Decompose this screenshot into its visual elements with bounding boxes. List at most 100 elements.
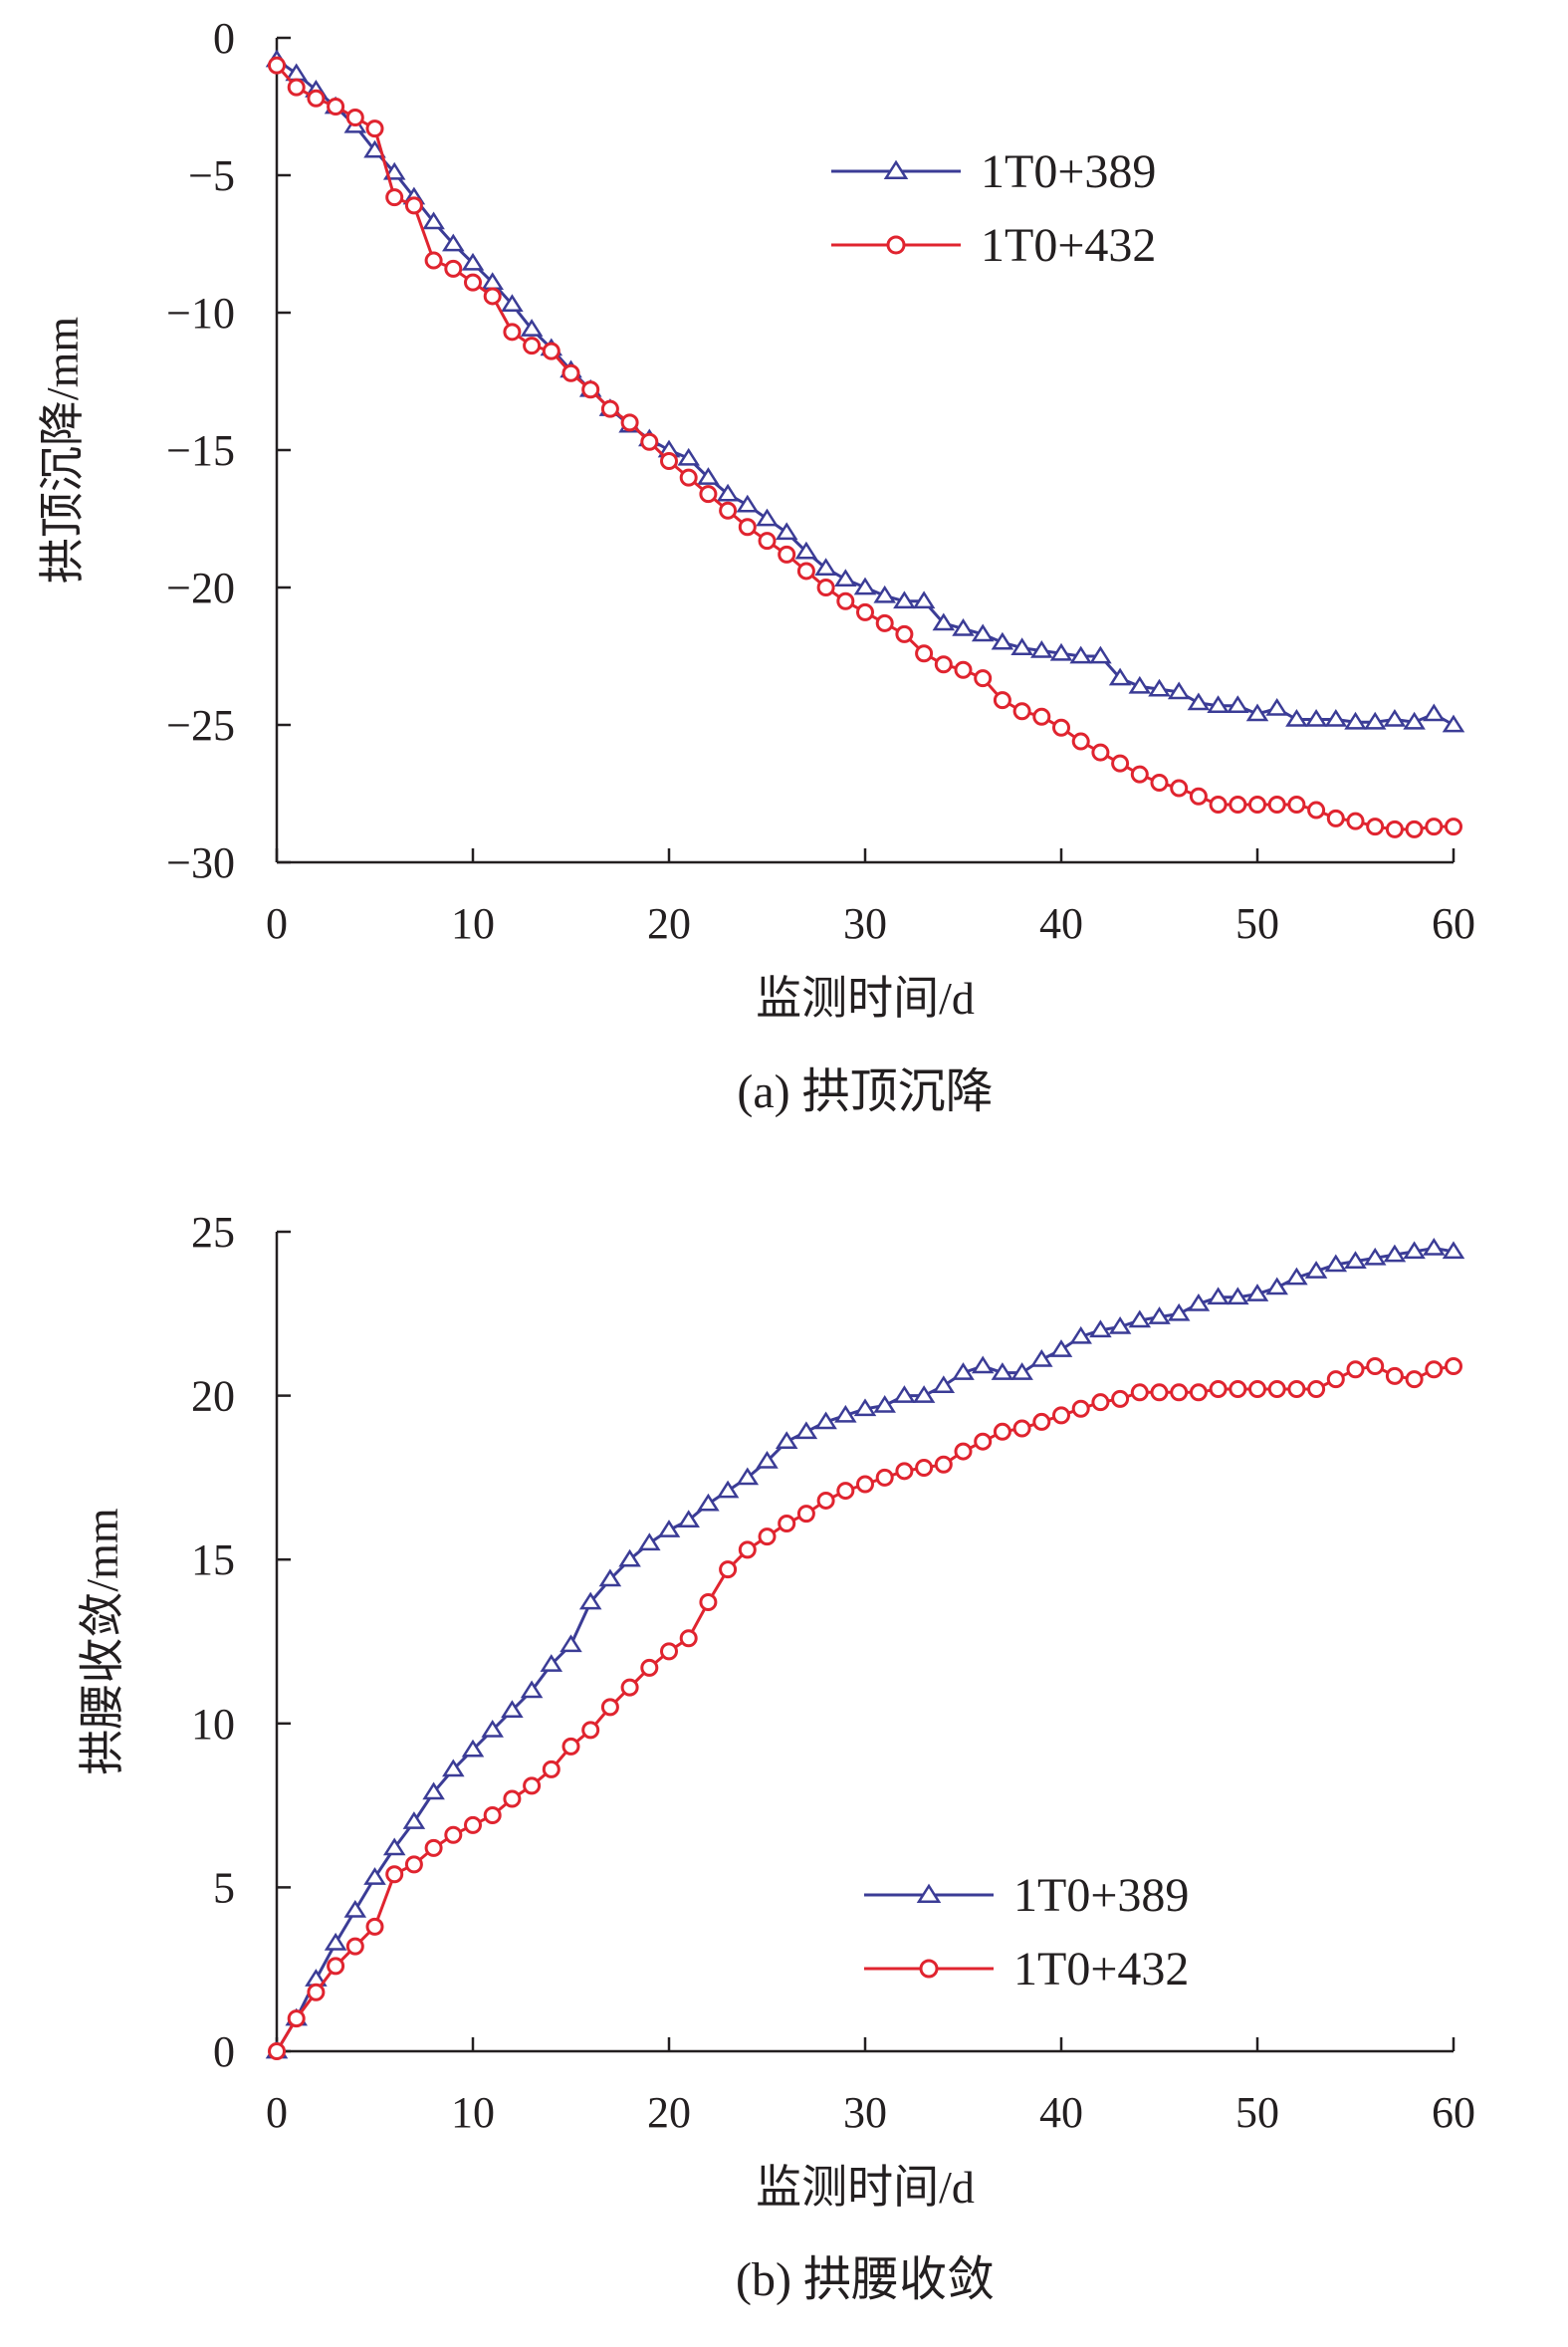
data-point — [915, 644, 934, 663]
data-point — [934, 655, 953, 674]
data-point — [1189, 1383, 1208, 1402]
data-point — [971, 1355, 995, 1374]
data-point — [971, 623, 995, 642]
legend-marker — [886, 235, 906, 255]
data-point — [756, 508, 779, 527]
data-point — [1187, 1292, 1211, 1311]
data-point — [991, 1362, 1014, 1380]
data-point — [1403, 711, 1426, 730]
data-point — [679, 1629, 698, 1648]
data-point — [464, 273, 482, 292]
data-point — [1130, 765, 1149, 784]
data-point — [1049, 642, 1073, 661]
data-point — [268, 2042, 286, 2060]
data-point — [932, 612, 956, 631]
data-point — [561, 1737, 580, 1756]
legend-marker — [919, 1959, 939, 1979]
data-point — [794, 541, 818, 560]
data-point — [520, 319, 544, 337]
x-tick-label: 20 — [647, 899, 691, 948]
y-tick-label: 15 — [191, 1535, 235, 1584]
data-point — [1148, 1306, 1171, 1324]
data-point — [620, 1678, 639, 1697]
data-point — [1052, 1406, 1070, 1425]
data-point — [775, 1431, 798, 1450]
data-point — [1167, 1302, 1191, 1321]
data-point — [483, 1805, 502, 1824]
data-point — [618, 1548, 641, 1567]
data-point — [1442, 714, 1465, 733]
data-point — [307, 89, 326, 108]
data-point — [1010, 637, 1033, 656]
data-point — [834, 1404, 857, 1423]
data-point — [657, 1520, 681, 1537]
data-point — [523, 1776, 542, 1795]
data-point — [501, 294, 524, 313]
series-line — [275, 1246, 1455, 2052]
y-axis-label: 拱顶沉降/mm — [37, 317, 88, 585]
data-point — [1207, 695, 1230, 714]
data-point — [501, 1700, 524, 1718]
x-tick-label: 50 — [1235, 2088, 1279, 2137]
legend-label: 1T0+432 — [981, 219, 1156, 272]
data-point — [716, 1480, 740, 1499]
data-point — [620, 413, 639, 432]
data-point — [915, 1459, 934, 1478]
data-point — [1248, 796, 1266, 815]
data-point — [444, 1825, 463, 1844]
series-1T0-432 — [268, 1356, 1462, 2060]
data-point — [424, 1838, 443, 1857]
data-point — [1307, 1380, 1326, 1399]
data-point — [1069, 645, 1092, 664]
data-point — [954, 660, 973, 679]
data-point — [1111, 754, 1130, 773]
x-tick-label: 30 — [843, 2088, 887, 2137]
data-point — [1344, 711, 1367, 730]
data-point — [1030, 1348, 1053, 1367]
data-point — [856, 1475, 874, 1494]
data-point — [1403, 1241, 1426, 1260]
data-point — [1030, 640, 1053, 658]
data-point — [268, 56, 286, 75]
data-point — [1287, 796, 1306, 815]
data-point — [1187, 692, 1211, 711]
y-tick-label: −10 — [166, 289, 235, 338]
data-point — [677, 447, 700, 466]
data-point — [816, 1491, 835, 1510]
y-tick-label: 0 — [213, 2027, 235, 2076]
data-point — [1304, 709, 1328, 727]
data-point — [952, 1362, 975, 1380]
y-tick-label: −5 — [188, 151, 235, 200]
data-point — [1012, 702, 1031, 721]
data-point — [1326, 809, 1345, 827]
data-point — [1346, 1360, 1365, 1379]
legend-label: 1T0+389 — [1013, 1869, 1189, 1922]
data-point — [1010, 1362, 1033, 1380]
data-point — [1265, 1277, 1288, 1295]
legend-label: 1T0+432 — [1013, 1943, 1189, 1995]
data-point — [1324, 709, 1348, 727]
data-point — [503, 1789, 522, 1808]
data-point — [638, 1532, 661, 1551]
data-point — [719, 501, 738, 520]
x-tick-label: 10 — [451, 899, 495, 948]
data-point — [578, 1591, 602, 1610]
data-point — [1170, 1383, 1189, 1402]
data-point — [365, 119, 384, 138]
data-point — [991, 631, 1014, 650]
x-axis-label: 监测时间/d — [756, 973, 975, 1024]
data-point — [794, 1421, 818, 1440]
data-point — [1052, 718, 1070, 737]
data-point — [836, 1482, 855, 1501]
x-tick-label: 40 — [1039, 2088, 1083, 2137]
data-point — [1130, 1383, 1149, 1402]
data-point — [697, 1493, 720, 1512]
panel-b-convergence: 0 5 10 15 20 25 0 10 20 30 40 50 60 监测时间/d 拱腰收敛/mm (b) … — [77, 1208, 1475, 2306]
data-point — [875, 613, 894, 632]
data-point — [1209, 1380, 1228, 1399]
x-tick-label: 50 — [1235, 899, 1279, 948]
data-point — [1170, 779, 1189, 798]
data-point — [1091, 743, 1110, 762]
series-1T0-389 — [265, 1238, 1465, 2059]
data-point — [1287, 1380, 1306, 1399]
